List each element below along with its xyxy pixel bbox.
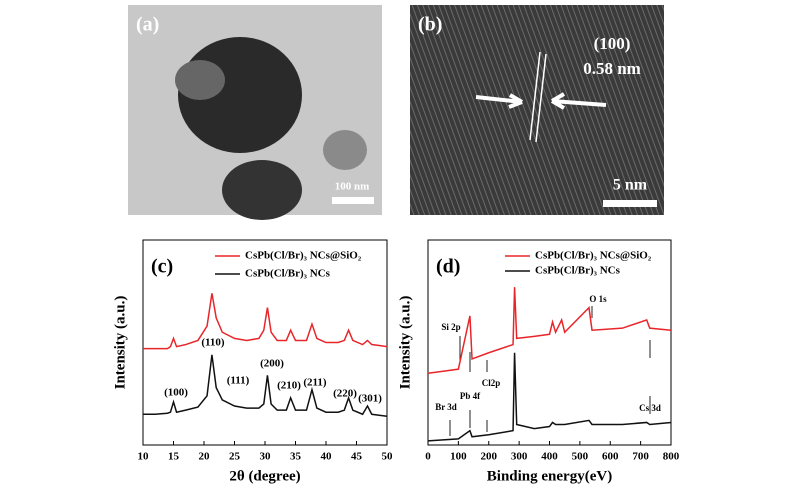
legend-label: CsPb(Cl/Br)₃ NCs@SiO₂ bbox=[535, 250, 652, 262]
x-tick-label: 40 bbox=[321, 451, 333, 463]
series-line bbox=[143, 354, 388, 418]
x-tick-label: 50 bbox=[382, 451, 394, 463]
annotation: (210) bbox=[277, 380, 301, 392]
panel-b: (b) (100) 0.58 nm 5 nm bbox=[410, 5, 664, 215]
x-tick-label: 200 bbox=[481, 451, 498, 463]
panel-label: (b) bbox=[418, 14, 442, 36]
panel-label: (c) bbox=[151, 256, 173, 278]
particle-cluster bbox=[323, 130, 367, 170]
arrow bbox=[475, 93, 524, 109]
x-tick-label: 700 bbox=[632, 451, 649, 463]
series-line bbox=[427, 352, 672, 442]
annotation: Br 3d bbox=[435, 402, 457, 412]
annotation: (200) bbox=[260, 358, 284, 370]
scale-bar bbox=[603, 200, 657, 207]
x-tick-label: 30 bbox=[260, 451, 272, 463]
annotation: (211) bbox=[303, 377, 327, 389]
scale-label: 5 nm bbox=[613, 177, 648, 194]
x-tick-label: 35 bbox=[290, 451, 302, 463]
series-line bbox=[427, 287, 672, 374]
x-tick-label: 300 bbox=[511, 451, 528, 463]
annotation: (111) bbox=[227, 375, 250, 387]
annotation: (220) bbox=[333, 388, 357, 400]
panel-label: (d) bbox=[436, 256, 460, 278]
annotation: O 1s bbox=[589, 294, 607, 304]
scale-bar bbox=[332, 197, 374, 204]
annotation: Pb 4f bbox=[460, 391, 481, 401]
spacing-label: 0.58 nm bbox=[583, 59, 641, 78]
legend-label: CsPb(Cl/Br)₃ NCs bbox=[535, 265, 621, 277]
annotation: (301) bbox=[358, 393, 382, 405]
particle-cluster bbox=[222, 160, 302, 220]
x-tick-label: 400 bbox=[541, 451, 558, 463]
x-tick-label: 45 bbox=[351, 451, 363, 463]
x-tick-label: 15 bbox=[168, 451, 180, 463]
annotation: Cl2p bbox=[482, 378, 501, 388]
plane-label: (100) bbox=[594, 34, 631, 53]
series-line bbox=[143, 293, 388, 350]
hrtem-image bbox=[410, 5, 664, 215]
annotation: Cs 3d bbox=[639, 403, 661, 413]
legend-label: CsPb(Cl/Br)₃ NCs bbox=[245, 268, 331, 280]
x-tick-label: 10 bbox=[138, 451, 150, 463]
x-tick-label: 500 bbox=[572, 451, 589, 463]
y-axis-label: Intensity (a.u.) bbox=[397, 296, 413, 390]
annotation: (100) bbox=[164, 387, 188, 399]
fringe-line bbox=[529, 51, 541, 141]
fringe-line bbox=[535, 53, 547, 143]
x-tick-label: 800 bbox=[663, 451, 680, 463]
x-tick-label: 600 bbox=[602, 451, 619, 463]
arrow bbox=[550, 92, 607, 110]
x-axis-label: 2θ (degree) bbox=[229, 468, 300, 484]
annotation: (110) bbox=[201, 337, 225, 349]
legend-label: CsPb(Cl/Br)₃ NCs@SiO₂ bbox=[245, 250, 362, 262]
x-tick-label: 100 bbox=[450, 451, 467, 463]
x-axis-label: Binding energy(eV) bbox=[487, 468, 612, 484]
x-tick-label: 20 bbox=[199, 451, 211, 463]
y-axis-label: Intensity (a.u.) bbox=[112, 296, 128, 390]
x-tick-label: 25 bbox=[229, 451, 241, 463]
panel-label: (a) bbox=[136, 14, 159, 36]
annotation: Si 2p bbox=[441, 322, 460, 332]
annotation-arrows bbox=[449, 306, 651, 436]
panel-a: (a) 100 nm bbox=[128, 5, 382, 220]
particle-cluster bbox=[175, 60, 225, 100]
x-tick-label: 0 bbox=[425, 451, 431, 463]
scale-label: 100 nm bbox=[335, 181, 370, 193]
